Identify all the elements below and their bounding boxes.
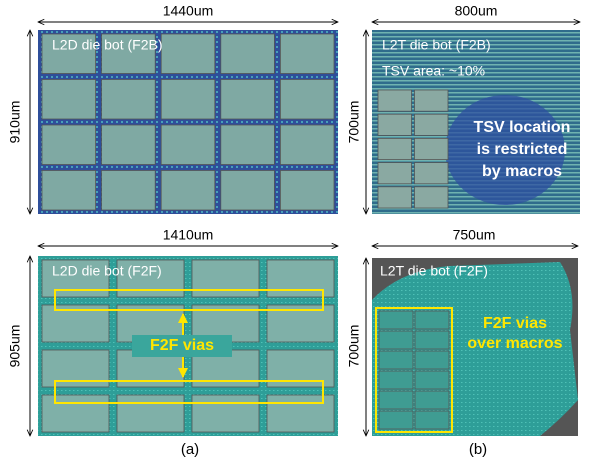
macro: [280, 171, 334, 211]
macro: [280, 80, 334, 120]
macro: [379, 391, 413, 409]
macro: [280, 34, 334, 74]
macro: [378, 187, 412, 208]
macro: [415, 311, 449, 329]
macro: [117, 395, 184, 432]
macro: [379, 331, 413, 349]
macro: [415, 331, 449, 349]
width-label: 800um: [455, 3, 498, 19]
panel-title: L2T die bot (F2B): [382, 37, 491, 53]
macro: [192, 260, 259, 297]
caption: (b): [469, 441, 487, 458]
panel-title: L2D die bot (F2B): [52, 37, 163, 53]
macro: [102, 80, 156, 120]
panel-b-top: 800um 700um L2T die bot (F2B) TSV area: …: [346, 3, 580, 214]
macro: [221, 34, 275, 74]
figure: 1440um 910um L2D die bot (F2B) 800um 700…: [0, 0, 592, 460]
macro: [378, 138, 412, 159]
panel-b-bottom: 750um 700um L2T die bot (F2F) F2F vias o…: [346, 227, 578, 436]
macro: [379, 351, 413, 369]
macro: [161, 171, 215, 211]
callout: F2F vias: [150, 337, 214, 354]
macro: [415, 391, 449, 409]
macro: [415, 411, 449, 429]
panel-note: TSV area: ~10%: [382, 63, 485, 79]
macro: [221, 80, 275, 120]
panel-title: L2D die bot (F2F): [52, 263, 162, 279]
height-label: 905um: [7, 325, 23, 368]
macro: [379, 311, 413, 329]
width-label: 750um: [453, 227, 496, 243]
macro: [42, 395, 109, 432]
macro: [280, 125, 334, 165]
macro: [378, 163, 412, 184]
macro: [378, 114, 412, 135]
macro: [415, 90, 449, 111]
macro: [415, 351, 449, 369]
macro: [415, 187, 449, 208]
width-label: 1440um: [163, 3, 214, 19]
panel-title: L2T die bot (F2F): [380, 263, 488, 279]
macro: [102, 171, 156, 211]
macro: [42, 125, 96, 165]
callout: is restricted: [477, 141, 568, 158]
macro: [415, 371, 449, 389]
macro: [221, 171, 275, 211]
macro: [415, 163, 449, 184]
macro: [192, 395, 259, 432]
macro: [102, 125, 156, 165]
width-label: 1410um: [163, 227, 214, 243]
macro: [379, 411, 413, 429]
macro: [221, 125, 275, 165]
macro: [378, 90, 412, 111]
panel-a-top: 1440um 910um L2D die bot (F2B): [7, 3, 338, 214]
macro: [161, 125, 215, 165]
macro: [161, 80, 215, 120]
height-label: 910um: [7, 101, 23, 144]
height-label: 700um: [346, 101, 362, 144]
callout: by macros: [482, 163, 562, 180]
callout: F2F vias: [483, 315, 547, 332]
macro: [379, 371, 413, 389]
macro: [161, 34, 215, 74]
macro: [415, 114, 449, 135]
callout: TSV location: [474, 119, 571, 136]
macro: [42, 80, 96, 120]
panel-a-bottom: 1410um 905um L2D die bot (F2F) F2F vias: [7, 227, 338, 436]
caption: (a): [181, 441, 199, 458]
callout: over macros: [467, 335, 562, 352]
macro: [42, 171, 96, 211]
height-label: 700um: [346, 325, 362, 368]
macro: [415, 138, 449, 159]
